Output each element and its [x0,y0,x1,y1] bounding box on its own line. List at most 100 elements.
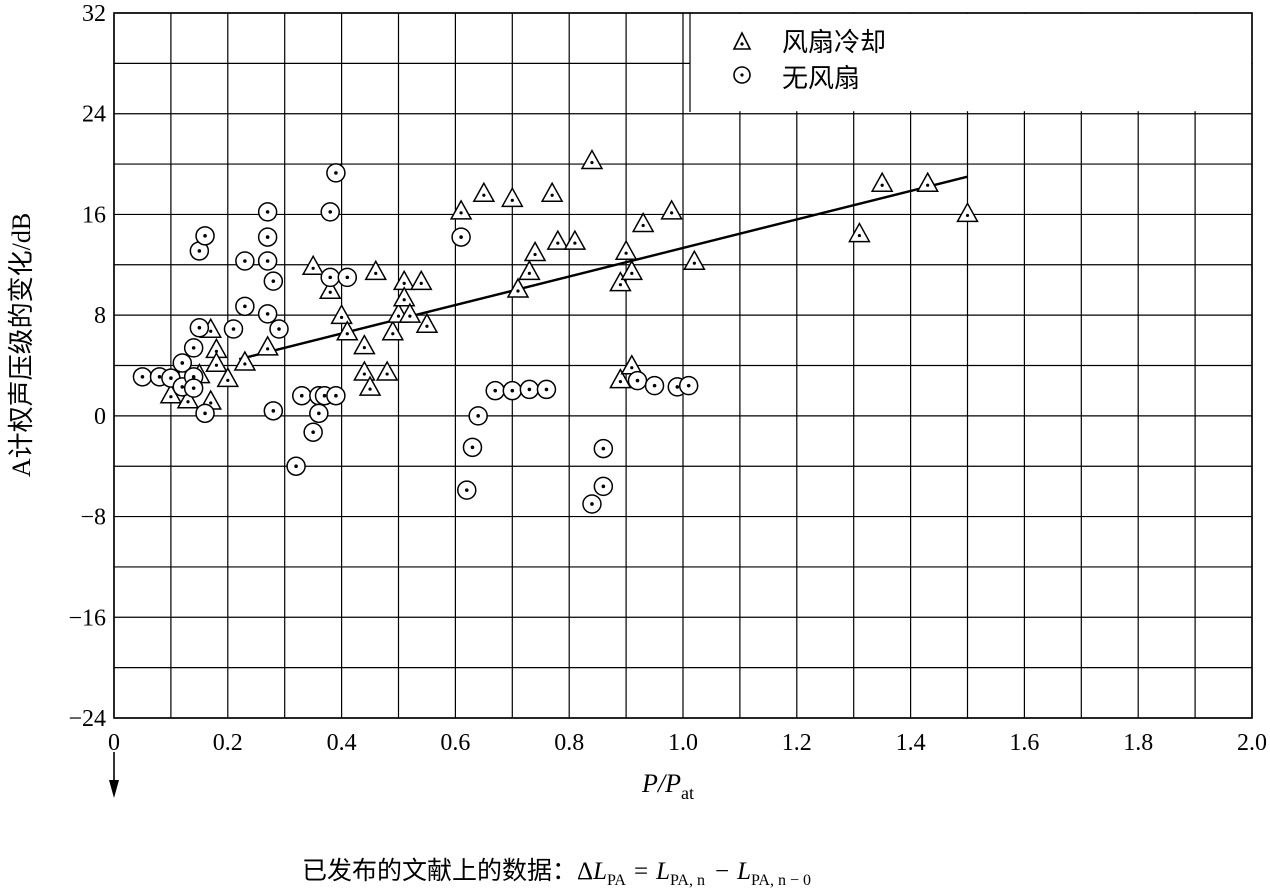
data-point-fan-cooled [409,269,433,291]
data-point-fan-cooled [956,201,979,223]
data-point-no-fan [320,202,340,222]
plot-frame [113,12,1253,719]
data-point-fan-cooled [563,229,587,250]
data-point-fan-cooled [848,222,871,243]
y-tick-label: −8 [80,505,106,531]
caption-minus: − [715,858,729,885]
caption-L2: L [655,858,670,885]
data-point-fan-cooled [392,286,416,307]
y-tick-label: −24 [68,706,106,732]
trend-line [238,175,968,361]
x-axis-label: P/Pat [641,769,694,803]
data-point-fan-cooled [353,360,376,381]
data-point-no-fan [519,379,540,400]
data-point-no-fan [257,251,278,271]
x-tick-label: 0.6 [440,730,470,756]
data-point-no-fan [263,401,284,421]
data-point-fan-cooled [358,375,382,396]
caption-delta: Δ [577,858,593,885]
x-tick-label: 1.0 [668,730,698,756]
data-point-no-fan [172,353,193,373]
data-point-no-fan [593,438,614,459]
caption-prefix: 已发布的文献上的数据： [302,856,577,885]
data-point-no-fan [195,403,215,424]
data-point-fan-cooled [620,259,644,281]
data-point-no-fan [485,380,505,401]
y-axis-label: A计权声压级的变化/dB [7,213,36,477]
data-point-no-fan [132,367,153,387]
data-marks [132,149,979,514]
data-point-no-fan [303,422,323,442]
data-point-fan-cooled [398,302,422,323]
data-point-fan-cooled [631,211,655,233]
data-point-no-fan [326,163,346,183]
grid-lines [113,12,1253,719]
data-point-no-fan [536,379,557,400]
x-tick-label: 0.4 [327,730,357,756]
y-tick-label: 24 [82,102,106,128]
data-point-fan-cooled [449,199,473,220]
data-point-fan-cooled [614,239,638,260]
data-point-no-fan [462,437,483,458]
caption-L1: L [592,858,607,885]
x-tick-label: 1.4 [896,730,926,756]
data-point-no-fan [309,403,329,424]
x-tick-label: 2.0 [1237,730,1267,756]
y-tick-label: 0 [94,404,106,430]
x-axis-label-main: P/P [641,769,681,798]
data-point-no-fan [257,227,278,247]
data-point-no-fan [320,267,340,288]
data-point-fan-cooled [330,303,353,325]
caption-L1-sub: PA [607,872,626,889]
data-point-fan-cooled [472,181,496,203]
data-point-fan-cooled [609,368,632,389]
caption: 已发布的文献上的数据：ΔLPA = LPA, n − LPA, n − 0 [302,856,811,889]
data-point-no-fan [582,494,602,514]
data-point-fan-cooled [176,388,200,409]
caption-L3-sub: PA, n − 0 [751,872,811,889]
data-point-fan-cooled [501,186,524,208]
data-point-fan-cooled [609,271,632,292]
data-point-fan-cooled [546,229,570,250]
data-point-fan-cooled [660,199,683,220]
data-point-fan-cooled [415,312,439,333]
data-point-no-fan [337,267,358,288]
y-tick-label: 32 [82,1,106,27]
data-point-fan-cooled [233,350,257,371]
legend-label-no-fan: 无风扇 [782,64,860,94]
legend-marker-fan-cooled [732,31,752,50]
data-point-no-fan [457,480,477,500]
y-tick-label: 16 [82,202,106,228]
x-axis-label-subscript: at [681,783,694,803]
x-tick-label: 0 [108,730,120,756]
data-point-fan-cooled [336,320,359,341]
y-tick-label: 8 [94,303,106,329]
legend: 风扇冷却 无风扇 [732,28,886,94]
data-point-no-fan [502,380,523,401]
data-point-no-fan [326,385,346,406]
data-point-no-fan [263,271,284,291]
data-point-no-fan [286,456,306,476]
tick-labels: 0 0.2 0.4 0.6 0.8 1.0 1.2 1.4 1.6 1.8 2.032241680−… [68,1,1267,756]
x-tick-label: 0.2 [213,730,243,756]
data-point-fan-cooled [870,171,894,192]
legend-background [690,13,1252,112]
caption-eq: = [634,858,648,885]
data-point-no-fan [269,319,289,339]
data-point-fan-cooled [683,249,706,271]
caption-L3: L [736,858,751,885]
data-point-no-fan [189,241,210,261]
data-point-fan-cooled [256,335,279,356]
data-point-no-fan [195,226,215,246]
data-point-no-fan [183,338,204,358]
data-point-no-fan [257,304,278,324]
data-point-fan-cooled [364,259,388,281]
data-point-fan-cooled [580,149,604,170]
legend-label-fan-cooled: 风扇冷却 [782,28,886,58]
data-point-fan-cooled [216,366,240,388]
data-point-no-fan [468,406,488,426]
legend-marker-no-fan [733,66,751,84]
data-point-no-fan [235,296,255,317]
data-point-no-fan [235,251,255,271]
